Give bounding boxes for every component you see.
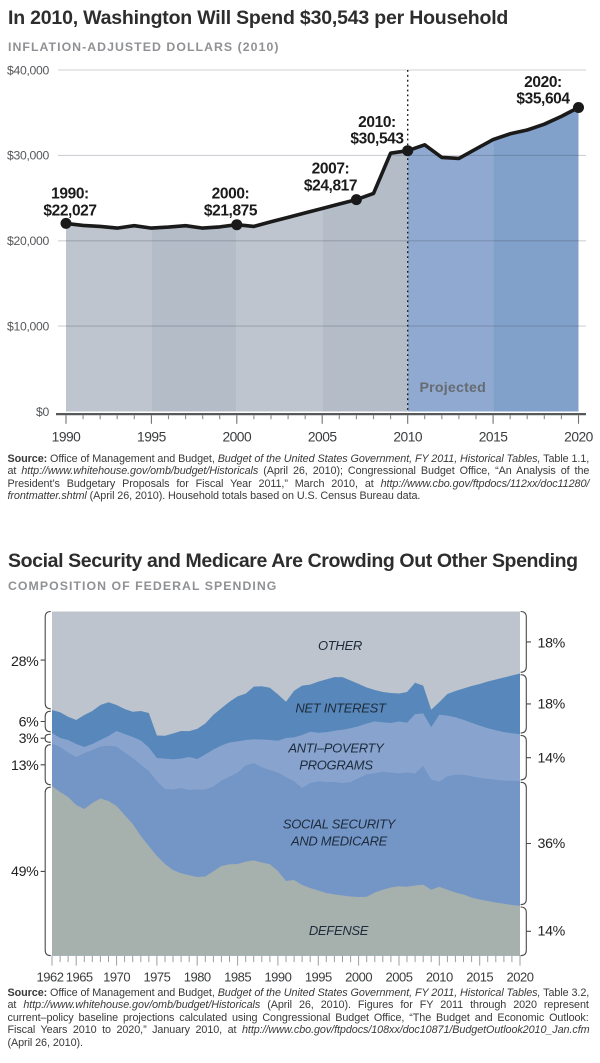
svg-text:$30,543: $30,543 [350, 130, 404, 147]
svg-text:2015: 2015 [479, 430, 509, 445]
svg-text:2005: 2005 [308, 430, 338, 445]
svg-text:$22,027: $22,027 [43, 203, 96, 220]
svg-text:3%: 3% [19, 731, 40, 747]
svg-text:2020: 2020 [564, 430, 594, 445]
svg-text:18%: 18% [538, 697, 566, 713]
svg-text:2020: 2020 [507, 970, 534, 985]
svg-text:1995: 1995 [305, 970, 332, 985]
svg-text:2000: 2000 [345, 970, 372, 985]
svg-text:6%: 6% [19, 715, 40, 731]
svg-text:$0: $0 [36, 405, 49, 419]
svg-text:SOCIAL SECURITY: SOCIAL SECURITY [283, 816, 397, 831]
svg-text:ANTI–POVERTY: ANTI–POVERTY [287, 740, 385, 755]
svg-text:2007:: 2007: [312, 161, 350, 178]
svg-text:2020:: 2020: [524, 74, 562, 91]
svg-text:2005: 2005 [386, 970, 413, 985]
svg-text:NET INTEREST: NET INTEREST [295, 700, 387, 715]
svg-text:28%: 28% [11, 654, 39, 670]
svg-text:1980: 1980 [184, 970, 211, 985]
svg-text:2010: 2010 [426, 970, 453, 985]
svg-text:1965: 1965 [66, 970, 93, 985]
svg-text:36%: 36% [538, 836, 566, 852]
svg-text:1995: 1995 [137, 430, 167, 445]
svg-text:1970: 1970 [103, 970, 130, 985]
svg-text:2010: 2010 [393, 430, 423, 445]
svg-text:$21,875: $21,875 [204, 203, 258, 220]
svg-text:2000:: 2000: [212, 185, 250, 202]
svg-text:1975: 1975 [143, 970, 170, 985]
svg-text:$40,000: $40,000 [7, 63, 49, 77]
svg-text:18%: 18% [538, 635, 566, 651]
svg-text:14%: 14% [538, 924, 566, 940]
svg-text:$10,000: $10,000 [7, 319, 49, 333]
svg-text:$30,000: $30,000 [7, 149, 49, 163]
svg-text:Projected: Projected [420, 380, 486, 396]
svg-text:$24,817: $24,817 [304, 178, 357, 195]
svg-text:$20,000: $20,000 [7, 234, 49, 248]
svg-text:AND MEDICARE: AND MEDICARE [290, 833, 388, 848]
svg-text:2000: 2000 [222, 430, 252, 445]
svg-text:1962: 1962 [37, 970, 64, 985]
svg-text:1990:: 1990: [51, 185, 89, 202]
svg-text:1985: 1985 [224, 970, 251, 985]
svg-text:14%: 14% [538, 751, 566, 767]
svg-text:$35,604: $35,604 [516, 91, 570, 108]
svg-text:1990: 1990 [52, 430, 82, 445]
svg-text:2010:: 2010: [358, 114, 396, 131]
svg-text:PROGRAMS: PROGRAMS [299, 757, 373, 772]
svg-text:1990: 1990 [264, 970, 291, 985]
svg-text:13%: 13% [11, 758, 39, 774]
svg-text:2015: 2015 [466, 970, 493, 985]
svg-text:49%: 49% [11, 864, 39, 880]
svg-text:OTHER: OTHER [318, 638, 362, 653]
svg-text:DEFENSE: DEFENSE [309, 923, 369, 938]
